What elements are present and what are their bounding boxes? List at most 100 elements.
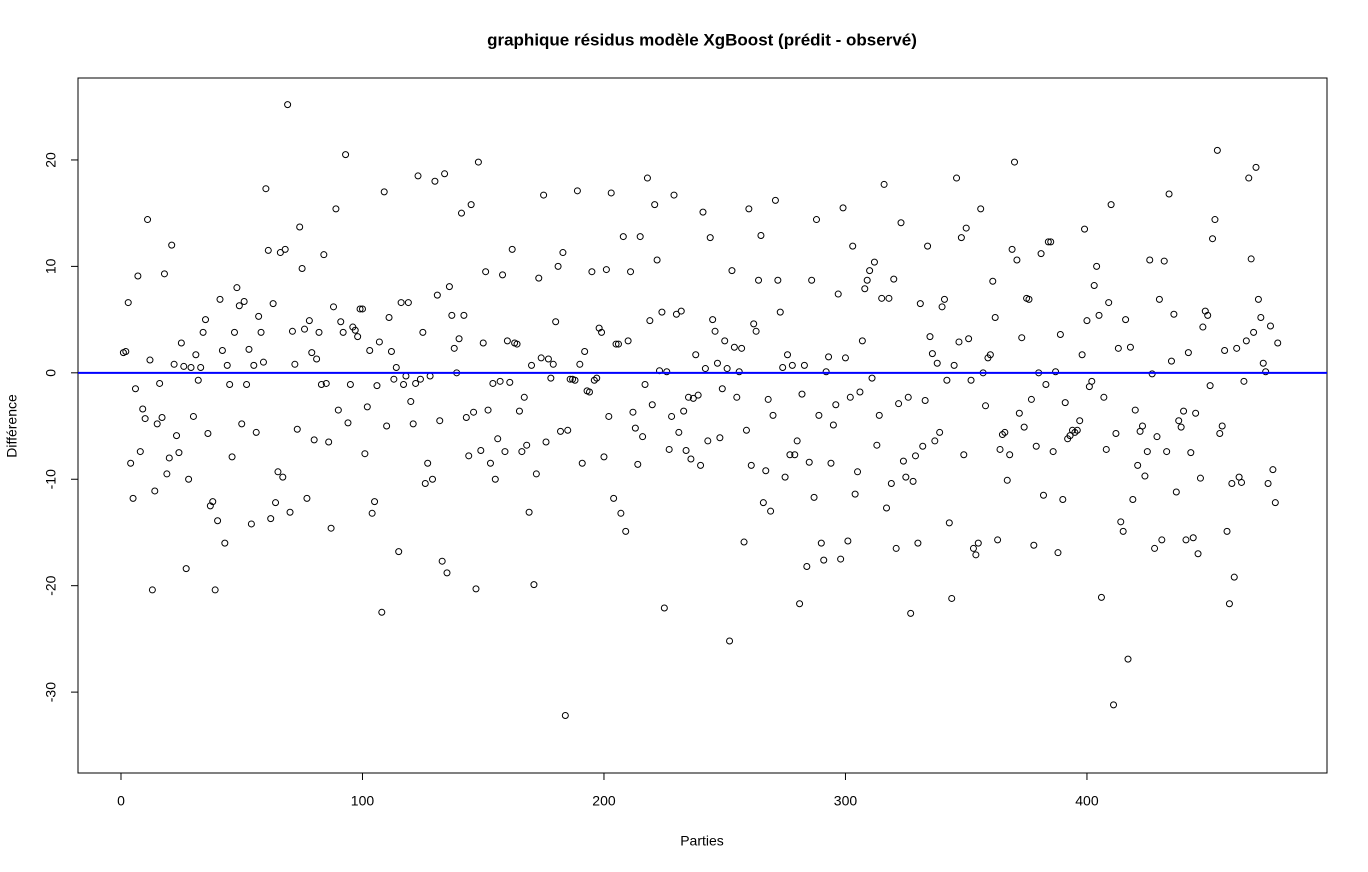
point	[677, 307, 685, 315]
point	[163, 470, 171, 478]
point	[600, 453, 608, 461]
point	[1264, 480, 1272, 488]
point	[588, 268, 596, 276]
point	[1238, 478, 1246, 486]
point	[537, 354, 545, 362]
point	[479, 339, 487, 347]
point	[371, 498, 379, 506]
point	[1187, 449, 1195, 457]
point	[1032, 442, 1040, 450]
point	[957, 234, 965, 242]
point	[240, 298, 248, 306]
point	[1177, 423, 1185, 431]
point	[1054, 549, 1062, 557]
point	[329, 303, 337, 311]
point	[643, 174, 651, 182]
point	[1245, 174, 1253, 182]
point	[356, 305, 364, 313]
point	[211, 586, 219, 594]
point	[931, 437, 939, 445]
point	[1163, 448, 1171, 456]
point	[1073, 426, 1081, 434]
point	[1129, 495, 1137, 503]
point	[151, 487, 159, 495]
point	[629, 408, 637, 416]
point	[672, 310, 680, 318]
point	[684, 393, 692, 401]
point	[1155, 295, 1163, 303]
point	[996, 445, 1004, 453]
point	[175, 449, 183, 457]
point	[617, 509, 625, 517]
point	[1146, 256, 1154, 264]
x-tick-label: 200	[592, 793, 616, 809]
point	[1088, 377, 1096, 385]
point	[965, 335, 973, 343]
point	[274, 468, 282, 476]
y-tick-label: -20	[43, 575, 59, 595]
point	[1138, 422, 1146, 430]
point	[223, 361, 231, 369]
point	[680, 407, 688, 415]
point	[1049, 448, 1057, 456]
point	[1247, 255, 1255, 263]
point	[197, 363, 205, 371]
point	[948, 594, 956, 602]
point	[668, 412, 676, 420]
point	[1119, 527, 1127, 535]
point	[605, 412, 613, 420]
point	[781, 473, 789, 481]
point	[445, 283, 453, 291]
point	[1221, 346, 1229, 354]
point	[317, 381, 325, 389]
point	[291, 360, 299, 368]
point	[337, 318, 345, 326]
point	[1196, 474, 1204, 482]
point	[571, 376, 579, 384]
point	[1233, 344, 1241, 352]
y-tick-label: 0	[43, 369, 59, 377]
point	[1148, 370, 1156, 378]
point	[482, 268, 490, 276]
point	[866, 267, 874, 275]
point	[974, 539, 982, 547]
point	[305, 317, 313, 325]
point	[1001, 428, 1009, 436]
point	[457, 209, 465, 217]
point	[1167, 357, 1175, 365]
point	[363, 403, 371, 411]
point	[134, 272, 142, 280]
point	[1160, 257, 1168, 265]
x-tick-label: 300	[834, 793, 858, 809]
point	[566, 375, 574, 383]
point	[404, 299, 412, 307]
point	[936, 428, 944, 436]
point	[784, 351, 792, 359]
point	[429, 475, 437, 483]
point	[1083, 317, 1091, 325]
point	[409, 420, 417, 428]
point	[1151, 544, 1159, 552]
point	[870, 258, 878, 266]
point	[1153, 433, 1161, 441]
point	[986, 351, 994, 359]
point	[1271, 499, 1279, 507]
point	[991, 313, 999, 321]
point	[298, 265, 306, 273]
point	[520, 393, 528, 401]
point	[895, 400, 903, 408]
point	[1052, 368, 1060, 376]
point	[267, 515, 275, 523]
point	[639, 433, 647, 441]
point	[841, 354, 849, 362]
point	[433, 291, 441, 299]
point	[1228, 480, 1236, 488]
point	[160, 270, 168, 278]
point	[938, 303, 946, 311]
y-tick-label: -10	[43, 469, 59, 489]
point	[844, 537, 852, 545]
point	[262, 185, 270, 193]
point	[397, 299, 405, 307]
point	[1047, 238, 1055, 246]
point	[259, 358, 267, 366]
